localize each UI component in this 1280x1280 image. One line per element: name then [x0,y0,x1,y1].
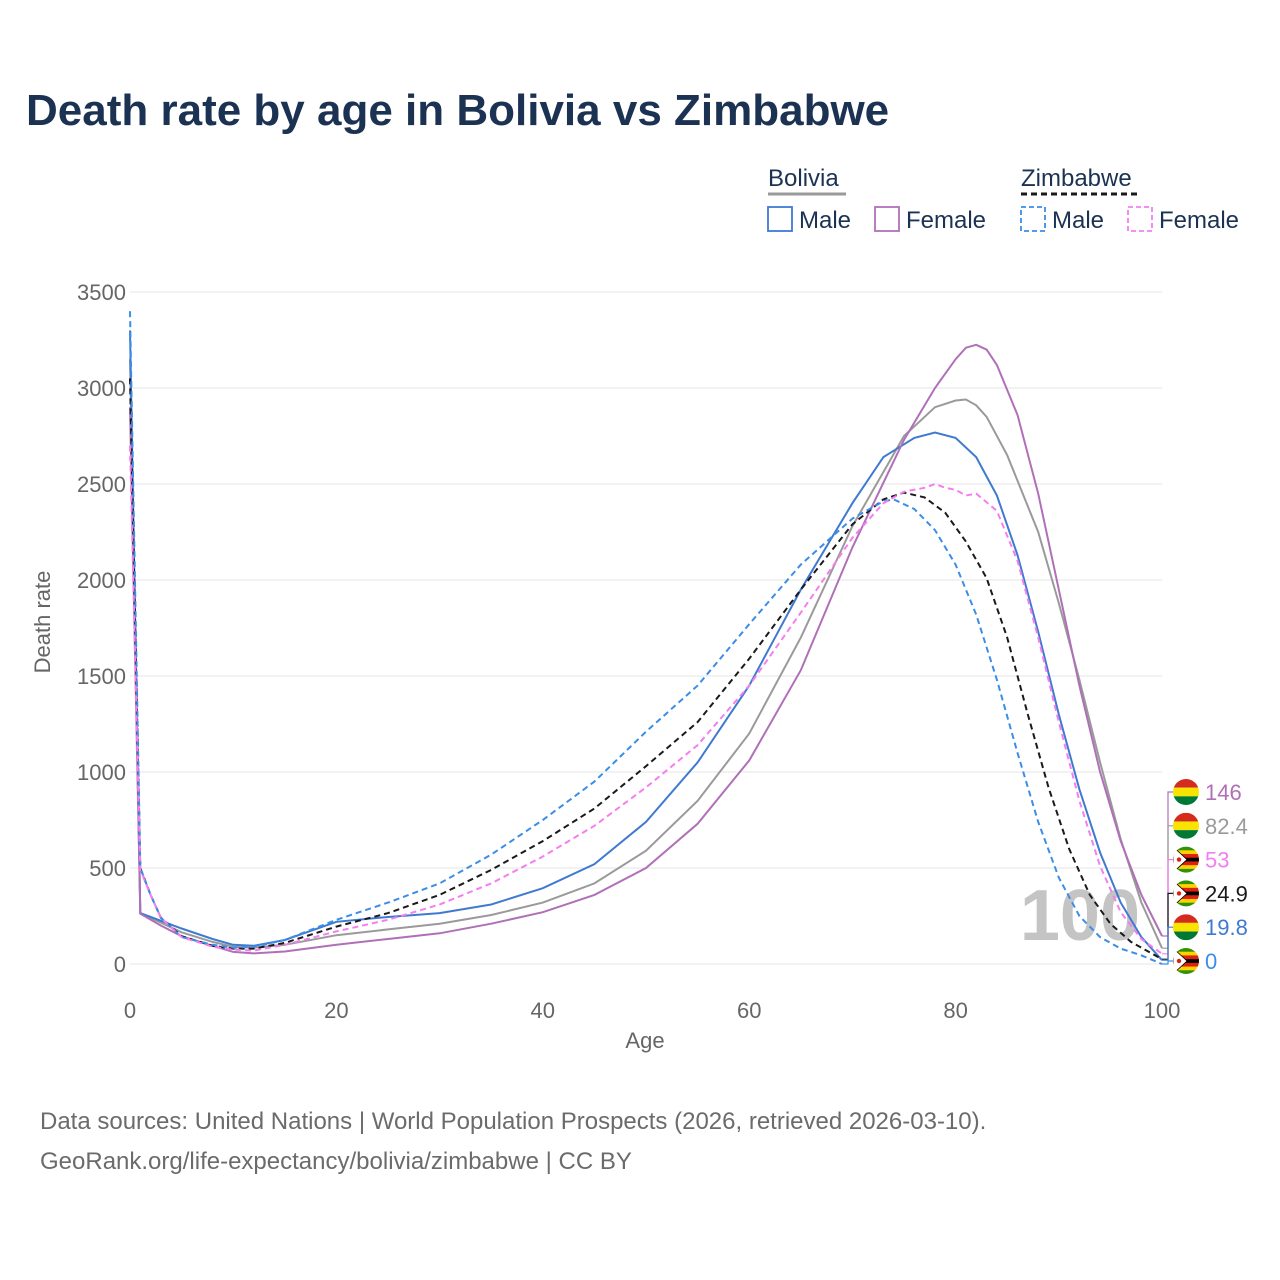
end-label-value: 53 [1205,848,1229,873]
legend-item-label: Male [1052,207,1104,234]
y-tick-label: 3000 [77,376,126,401]
end-label-connector [1162,926,1174,961]
series-line-zimbabwe-female [129,445,1163,955]
legend-swatch [1127,206,1153,232]
end-label-value: 0 [1205,949,1217,974]
bolivia-flag-icon [1173,812,1199,839]
y-axis-ticks: 0 500 1000 1500 2000 2500 3000 3500 [77,280,126,977]
gridlines [130,291,1162,965]
bolivia-flag-icon [1173,779,1199,805]
x-tick-label: 100 [1144,998,1181,1023]
x-axis-label: Age [625,1028,664,1053]
legend-item-label: Female [1159,207,1239,234]
series-line-bolivia-female [129,343,1163,955]
x-axis-ticks: 0 20 40 60 80 100 [124,998,1180,1023]
series-lines [129,311,1163,965]
series-line-bolivia-total [129,359,1163,949]
legend-swatch [1020,206,1046,232]
y-tick-label: 500 [89,856,126,881]
zimbabwe-flag-icon [1173,948,1199,974]
y-tick-label: 2500 [77,472,126,497]
x-tick-label: 0 [124,998,136,1023]
end-label-connector [1162,960,1174,965]
x-tick-label: 60 [737,998,761,1023]
y-tick-label: 1000 [77,760,126,785]
x-tick-label: 20 [324,998,348,1023]
end-labels: 146 82.4 53 24.9 19.8 0 [1162,779,1248,974]
end-label-connector [1162,892,1174,960]
series-line-bolivia-male [129,330,1163,961]
zimbabwe-flag-icon [1173,880,1199,907]
end-label-value: 82.4 [1205,814,1248,839]
source-line-2: GeoRank.org/life-expectancy/bolivia/zimb… [40,1148,632,1175]
legend: Bolivia Zimbabwe Male Female Male Female [767,165,1239,234]
zimbabwe-flag-icon [1173,846,1199,873]
legend-swatch [767,206,793,232]
end-label-value: 19.8 [1205,915,1248,940]
chart-title: Death rate by age in Bolivia vs Zimbabwe [26,86,890,135]
y-axis-label: Death rate [30,571,55,674]
legend-item-label: Male [799,207,851,234]
x-tick-label: 80 [943,998,967,1023]
y-tick-label: 2000 [77,568,126,593]
series-line-zimbabwe-total [129,378,1163,961]
x-tick-label: 40 [531,998,555,1023]
source-line-1: Data sources: United Nations | World Pop… [40,1108,987,1135]
legend-item-label: Female [906,207,986,234]
legend-swatch [874,206,900,232]
end-label-value: 24.9 [1205,881,1248,906]
y-tick-label: 3500 [77,280,126,305]
y-tick-label: 1500 [77,664,126,689]
legend-group-title: Bolivia [768,165,839,192]
series-line-zimbabwe-male [129,311,1163,965]
legend-group-title: Zimbabwe [1021,165,1132,192]
bolivia-flag-icon [1173,914,1199,941]
y-tick-label: 0 [114,952,126,977]
end-label-value: 146 [1205,780,1242,805]
